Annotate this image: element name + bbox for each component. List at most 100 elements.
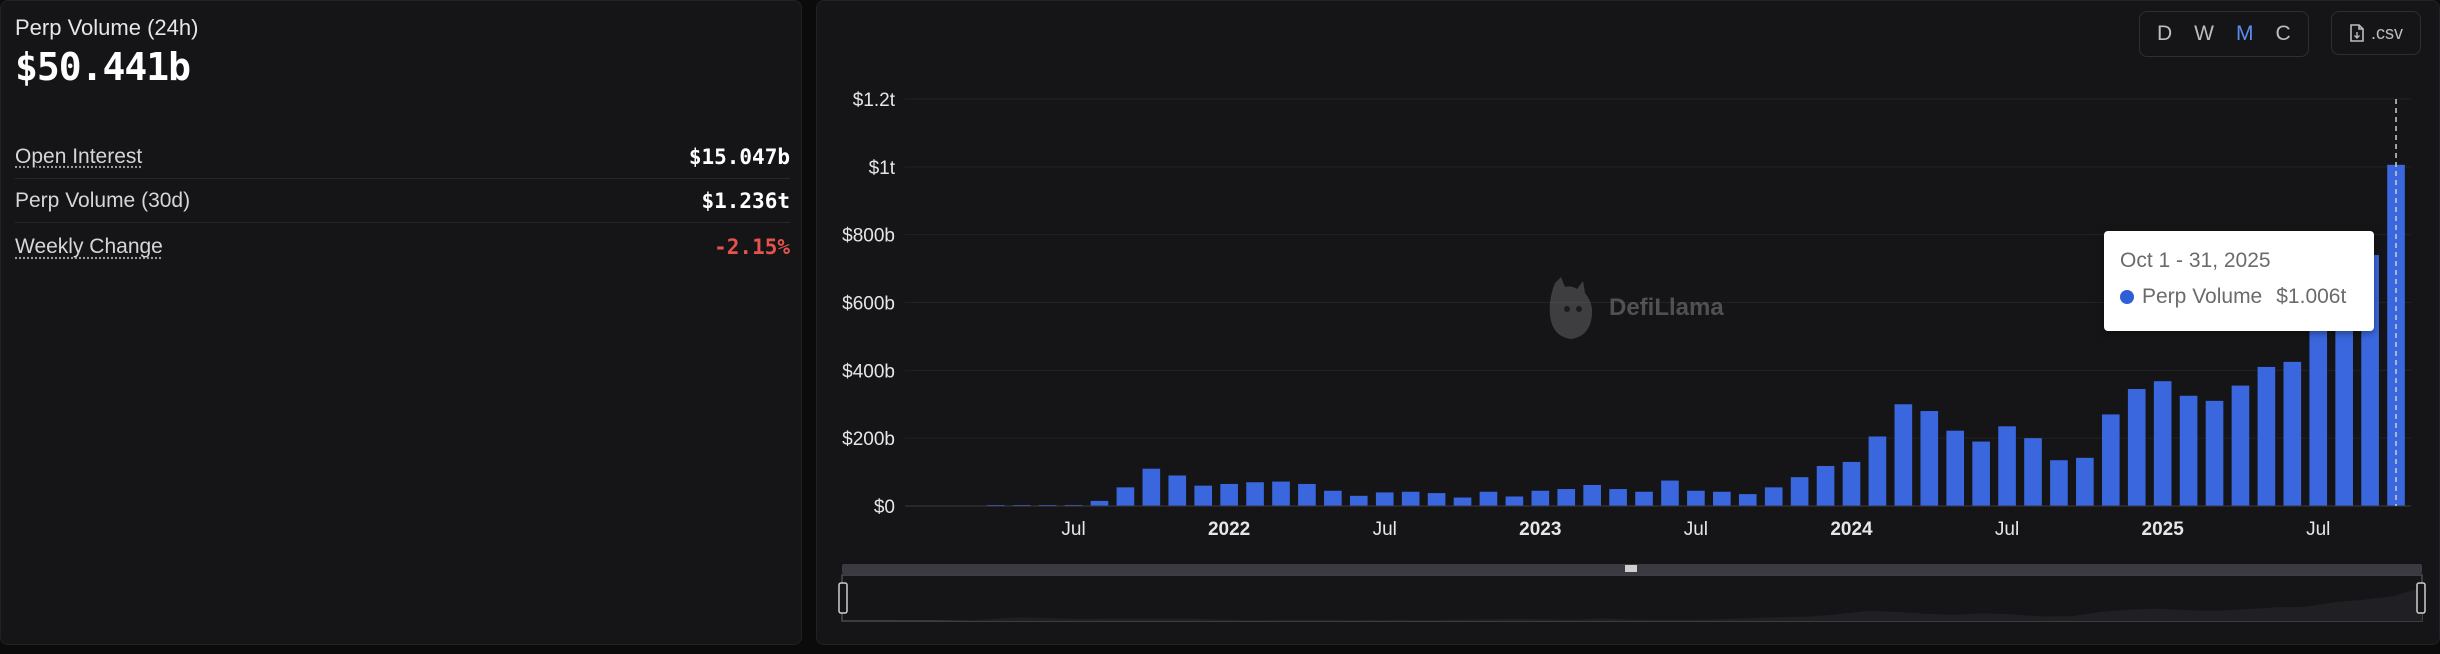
bar [2127, 388, 2146, 506]
bar [1168, 475, 1187, 506]
y-tick-label: $400b [842, 361, 895, 382]
tooltip-row: Perp Volume $1.006t [2120, 285, 2358, 309]
bar [2205, 400, 2224, 506]
bar [2257, 366, 2276, 506]
bar [1894, 404, 1913, 506]
open-interest-label[interactable]: Open Interest [15, 144, 143, 168]
bar [1272, 481, 1290, 506]
bar [2335, 290, 2353, 506]
volume-bar-chart: $0 $200b $400b $600b $800b $1t $1.2t Jul 2022 Jul… [838, 90, 2426, 622]
bar [1920, 411, 1939, 506]
bar [1194, 485, 1213, 506]
chart-panel: D W M C .csv $0 $200b $400b $600b $800b $1t $1… [816, 0, 2440, 645]
metric-row-perp-volume-30d: Perp Volume (30d) $1.236t [15, 179, 790, 223]
period-cumulative-button[interactable]: C [2275, 22, 2291, 45]
bar [1090, 500, 1109, 506]
y-tick-label: $800b [842, 226, 895, 247]
bar [1583, 484, 1601, 506]
period-month-button[interactable]: M [2236, 22, 2254, 45]
bar [1868, 436, 1887, 506]
tooltip-series-name: Perp Volume [2142, 285, 2263, 308]
zoom-handle-left[interactable] [838, 582, 848, 614]
x-tick-label: 2024 [1830, 519, 1873, 540]
bar [1635, 491, 1653, 506]
perp-volume-30d-label: Perp Volume (30d) [15, 188, 191, 212]
llama-logo-icon [1549, 277, 1593, 339]
perp-volume-30d-value: $1.236t [701, 188, 790, 213]
x-tick-label: Jul [1995, 519, 2019, 540]
y-tick-label: $0 [874, 497, 895, 518]
weekly-change-label[interactable]: Weekly Change [15, 235, 163, 258]
bar [1790, 477, 1809, 506]
weekly-change-value: -2.15% [714, 235, 790, 259]
x-tick-label: Jul [1373, 519, 1397, 540]
bar [1531, 490, 1550, 506]
y-tick-label: $200b [842, 429, 895, 450]
bar [1453, 497, 1472, 506]
y-tick-label: $1.2t [853, 90, 896, 111]
volume-24h-value: $50.441b [15, 45, 191, 89]
bar [2050, 460, 2068, 506]
period-day-button[interactable]: D [2157, 22, 2173, 45]
x-tick-label: 2022 [1208, 519, 1250, 540]
bar [1609, 489, 1627, 506]
csv-download-button[interactable]: .csv [2331, 11, 2421, 55]
bar [1375, 492, 1394, 506]
bar [1298, 483, 1316, 506]
bar [1687, 490, 1705, 506]
chart-tooltip: Oct 1 - 31, 2025 Perp Volume $1.006t [2104, 231, 2374, 331]
stats-panel: Perp Volume (24h) $50.441b Open Interest… [0, 0, 802, 645]
metric-row-weekly-change: Weekly Change -2.15% [15, 225, 790, 269]
y-tick-label: $1t [869, 158, 896, 179]
bar [1479, 491, 1498, 506]
bar [2024, 438, 2042, 506]
bar [1946, 430, 1965, 506]
bar [2283, 361, 2302, 506]
bar [1557, 489, 1576, 506]
bar [1349, 495, 1368, 506]
bar [2231, 385, 2250, 506]
x-tick-label: Jul [1684, 519, 1708, 540]
bar [1738, 494, 1757, 506]
bar [1661, 480, 1679, 506]
x-tick-label: 2025 [2142, 519, 2185, 540]
file-icon [2350, 24, 2364, 42]
zoom-handle-right[interactable] [2416, 582, 2426, 614]
bar [1220, 483, 1238, 506]
series-dot-icon [2120, 290, 2134, 304]
bar [1142, 468, 1161, 506]
bar [1427, 493, 1446, 506]
period-selector: D W M C [2139, 11, 2309, 57]
bar [1972, 441, 1990, 506]
bar [1246, 482, 1264, 506]
x-tick-label: 2023 [1519, 519, 1561, 540]
zoom-preview-area [842, 587, 2422, 621]
open-interest-value: $15.047b [688, 144, 790, 169]
bar [1505, 496, 1524, 506]
bar [1816, 465, 1835, 506]
y-tick-label: $600b [842, 294, 895, 315]
watermark-text: DefiLlama [1609, 294, 1724, 321]
metric-row-open-interest: Open Interest $15.047b [15, 135, 790, 179]
volume-24h-label: Perp Volume (24h) [15, 15, 199, 40]
tooltip-value: $1.006t [2276, 285, 2347, 308]
bar [1842, 461, 1861, 506]
bar [2076, 457, 2094, 506]
period-week-button[interactable]: W [2194, 22, 2214, 45]
bar [1764, 487, 1783, 506]
x-tick-label: Jul [1061, 519, 1085, 540]
bar [1401, 491, 1420, 506]
defillama-watermark: DefiLlama [1543, 275, 1724, 341]
bar [2179, 395, 2198, 506]
bar [1998, 426, 2016, 506]
zoom-grip-icon [1625, 565, 1637, 572]
bar [2101, 414, 2120, 506]
bar [1116, 487, 1135, 506]
csv-label: .csv [2370, 22, 2403, 43]
bar [2309, 314, 2328, 506]
bar [1713, 491, 1731, 506]
x-tick-label: Jul [2306, 519, 2330, 540]
tooltip-date: Oct 1 - 31, 2025 [2120, 249, 2271, 272]
bar [1324, 490, 1342, 506]
bar [2153, 381, 2172, 506]
